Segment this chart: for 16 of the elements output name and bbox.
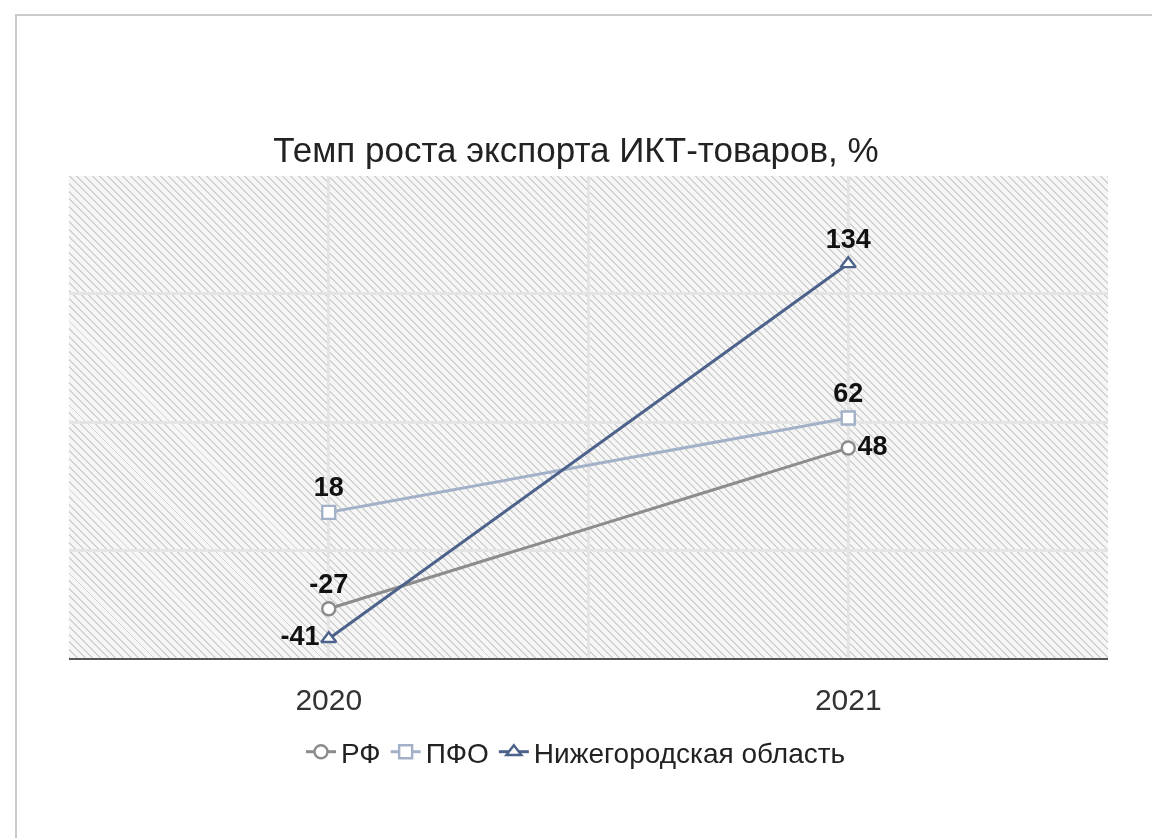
legend-label: ПФО [425, 737, 489, 769]
x-tick-label: 2021 [814, 683, 882, 716]
legend-label: Нижегородская область [533, 737, 846, 769]
data-label: 62 [833, 378, 864, 409]
data-label: 18 [313, 472, 344, 503]
x-tick-label: 2020 [295, 683, 363, 716]
point [840, 410, 856, 426]
point [321, 601, 337, 617]
chart-title: Темп роста экспорта ИКТ-товаров, % [273, 130, 879, 170]
point [321, 504, 337, 521]
data-label: 48 [857, 430, 888, 461]
legend-label: РФ [341, 737, 381, 769]
point [840, 440, 856, 456]
data-label: -27 [309, 568, 349, 599]
data-label: -41 [280, 621, 320, 652]
data-label: 134 [825, 223, 871, 254]
